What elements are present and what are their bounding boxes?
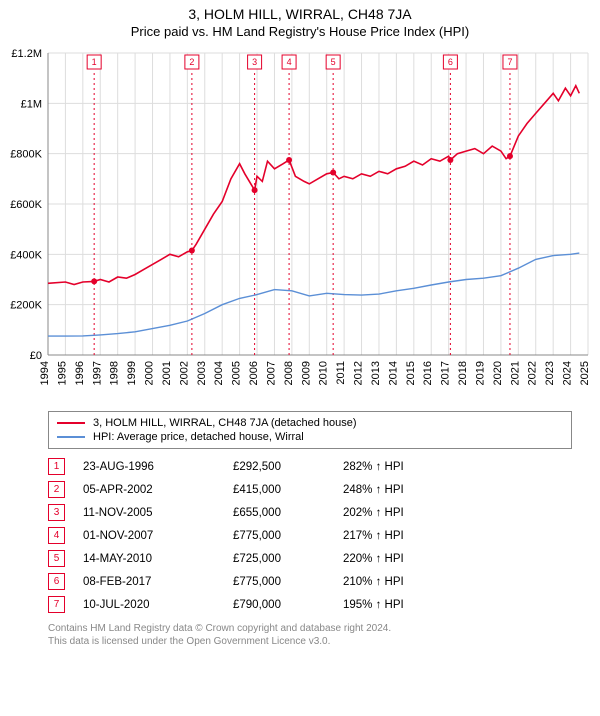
svg-text:£600K: £600K (10, 199, 42, 211)
sale-price: £292,500 (233, 461, 343, 473)
svg-text:1: 1 (92, 57, 97, 67)
svg-text:2018: 2018 (457, 361, 469, 385)
svg-text:1994: 1994 (39, 361, 51, 385)
legend-swatch (57, 422, 85, 424)
svg-text:2015: 2015 (405, 361, 417, 385)
page-subtitle: Price paid vs. HM Land Registry's House … (0, 24, 600, 39)
footer-line1: Contains HM Land Registry data © Crown c… (48, 622, 572, 635)
svg-text:1995: 1995 (56, 361, 68, 385)
sale-date: 01-NOV-2007 (83, 530, 233, 542)
sale-price: £655,000 (233, 507, 343, 519)
sale-number-box: 5 (48, 550, 65, 567)
svg-text:3: 3 (252, 57, 257, 67)
footer: Contains HM Land Registry data © Crown c… (48, 622, 572, 648)
svg-text:1996: 1996 (74, 361, 86, 385)
svg-text:2011: 2011 (335, 361, 347, 385)
svg-text:2021: 2021 (509, 361, 521, 385)
sale-date: 08-FEB-2017 (83, 576, 233, 588)
svg-text:£200K: £200K (10, 300, 42, 312)
sale-hpi: 217% ↑ HPI (343, 530, 572, 542)
table-row: 7 10-JUL-2020£790,000195% ↑ HPI (48, 593, 572, 616)
table-row: 5 14-MAY-2010£725,000220% ↑ HPI (48, 547, 572, 570)
sale-price: £725,000 (233, 553, 343, 565)
svg-text:2023: 2023 (544, 361, 556, 385)
svg-text:4: 4 (287, 57, 292, 67)
sale-price: £790,000 (233, 599, 343, 611)
svg-text:2013: 2013 (370, 361, 382, 385)
sale-hpi: 210% ↑ HPI (343, 576, 572, 588)
legend: 3, HOLM HILL, WIRRAL, CH48 7JA (detached… (48, 411, 572, 449)
sale-number-box: 4 (48, 527, 65, 544)
sale-date: 10-JUL-2020 (83, 599, 233, 611)
svg-text:2010: 2010 (318, 361, 330, 385)
sale-hpi: 248% ↑ HPI (343, 484, 572, 496)
sale-price: £775,000 (233, 576, 343, 588)
svg-text:2: 2 (189, 57, 194, 67)
sale-hpi: 220% ↑ HPI (343, 553, 572, 565)
svg-text:2020: 2020 (492, 361, 504, 385)
svg-text:£1M: £1M (21, 98, 42, 110)
legend-item: HPI: Average price, detached house, Wirr… (57, 430, 563, 444)
sale-number-box: 3 (48, 504, 65, 521)
svg-text:2024: 2024 (562, 361, 574, 385)
svg-text:2017: 2017 (440, 361, 452, 385)
sale-date: 23-AUG-1996 (83, 461, 233, 473)
svg-text:2025: 2025 (579, 361, 591, 385)
sale-price: £775,000 (233, 530, 343, 542)
sale-number-box: 6 (48, 573, 65, 590)
svg-text:2014: 2014 (387, 361, 399, 385)
svg-text:2008: 2008 (283, 361, 295, 385)
table-row: 2 05-APR-2002£415,000248% ↑ HPI (48, 478, 572, 501)
sale-date: 11-NOV-2005 (83, 507, 233, 519)
footer-line2: This data is licensed under the Open Gov… (48, 635, 572, 648)
sales-table: 1 23-AUG-1996£292,500282% ↑ HPI 2 05-APR-20… (48, 455, 572, 616)
page-title: 3, HOLM HILL, WIRRAL, CH48 7JA (0, 6, 600, 22)
svg-text:2022: 2022 (527, 361, 539, 385)
svg-text:1997: 1997 (91, 361, 103, 385)
sale-number-box: 7 (48, 596, 65, 613)
svg-text:2000: 2000 (144, 361, 156, 385)
table-row: 3 11-NOV-2005£655,000202% ↑ HPI (48, 501, 572, 524)
sale-hpi: 195% ↑ HPI (343, 599, 572, 611)
svg-text:2007: 2007 (265, 361, 277, 385)
price-chart: 1994 1995 1996 1997 1998 1999 2000 2001 2002 2003… (0, 43, 600, 403)
svg-text:1999: 1999 (126, 361, 138, 385)
sale-hpi: 202% ↑ HPI (343, 507, 572, 519)
svg-text:2005: 2005 (231, 361, 243, 385)
sale-price: £415,000 (233, 484, 343, 496)
svg-text:£1.2M: £1.2M (11, 48, 42, 60)
svg-text:1998: 1998 (109, 361, 121, 385)
svg-text:2002: 2002 (178, 361, 190, 385)
svg-text:2019: 2019 (474, 361, 486, 385)
svg-text:2012: 2012 (353, 361, 365, 385)
sale-number-box: 2 (48, 481, 65, 498)
svg-text:5: 5 (331, 57, 336, 67)
legend-swatch (57, 436, 85, 438)
sale-date: 14-MAY-2010 (83, 553, 233, 565)
legend-item: 3, HOLM HILL, WIRRAL, CH48 7JA (detached… (57, 416, 563, 430)
svg-text:£800K: £800K (10, 149, 42, 161)
svg-text:2001: 2001 (161, 361, 173, 385)
sale-date: 05-APR-2002 (83, 484, 233, 496)
sale-hpi: 282% ↑ HPI (343, 461, 572, 473)
svg-text:2003: 2003 (196, 361, 208, 385)
svg-text:2006: 2006 (248, 361, 260, 385)
legend-label: 3, HOLM HILL, WIRRAL, CH48 7JA (detached… (93, 417, 357, 429)
table-row: 1 23-AUG-1996£292,500282% ↑ HPI (48, 455, 572, 478)
svg-text:2016: 2016 (422, 361, 434, 385)
table-row: 4 01-NOV-2007£775,000217% ↑ HPI (48, 524, 572, 547)
legend-label: HPI: Average price, detached house, Wirr… (93, 431, 304, 443)
svg-text:£0: £0 (30, 350, 42, 362)
svg-text:6: 6 (448, 57, 453, 67)
svg-text:£400K: £400K (10, 249, 42, 261)
svg-text:7: 7 (507, 57, 512, 67)
table-row: 6 08-FEB-2017£775,000210% ↑ HPI (48, 570, 572, 593)
svg-text:2004: 2004 (213, 361, 225, 385)
svg-text:2009: 2009 (300, 361, 312, 385)
sale-number-box: 1 (48, 458, 65, 475)
